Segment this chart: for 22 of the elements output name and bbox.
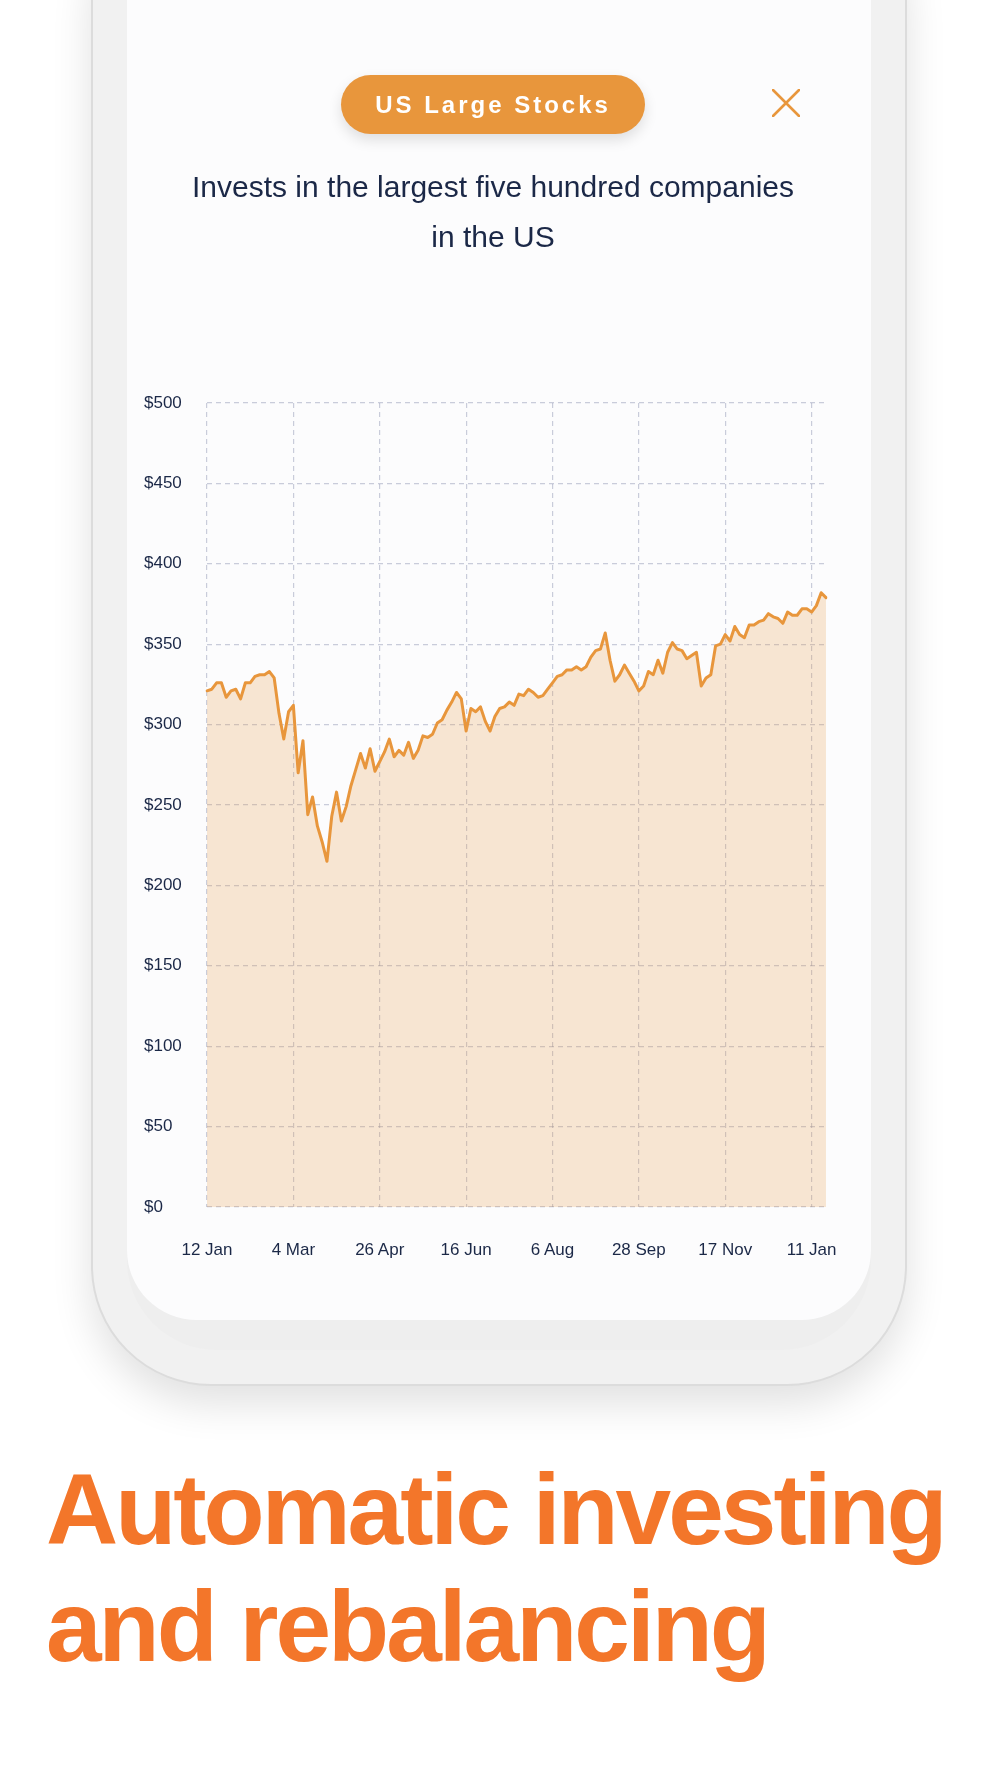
- x-tick-label: 4 Mar: [271, 1239, 316, 1259]
- x-tick-label: 6 Aug: [530, 1239, 575, 1259]
- chart-title: Invests in the largest five hundred companies in the US: [191, 169, 795, 255]
- y-tick-label: $250: [144, 794, 182, 814]
- x-tick-label: 28 Sep: [611, 1239, 666, 1259]
- x-tick-label: 17 Nov: [698, 1239, 753, 1259]
- y-tick-label: $350: [144, 633, 182, 653]
- x-tick-label: 16 Jun: [440, 1239, 492, 1259]
- x-tick-label: 11 Jan: [786, 1239, 837, 1259]
- y-tick-label: $500: [144, 392, 182, 412]
- x-tick-label: 12 Jan: [181, 1239, 233, 1259]
- y-tick-label: $450: [144, 473, 182, 493]
- y-tick-label: $200: [144, 875, 182, 895]
- badge: US Large Stocks: [341, 75, 645, 134]
- x-tick-label: 26 Apr: [355, 1239, 405, 1259]
- y-tick-label: $400: [144, 553, 182, 573]
- y-tick-label: $100: [144, 1035, 182, 1055]
- y-tick-label: $300: [144, 714, 182, 734]
- y-tick-label: $150: [144, 955, 182, 975]
- y-tick-label: $50: [144, 1116, 173, 1136]
- y-tick-label: $0: [144, 1196, 163, 1216]
- text: Automatic investing and rebalancing: [46, 1452, 946, 1684]
